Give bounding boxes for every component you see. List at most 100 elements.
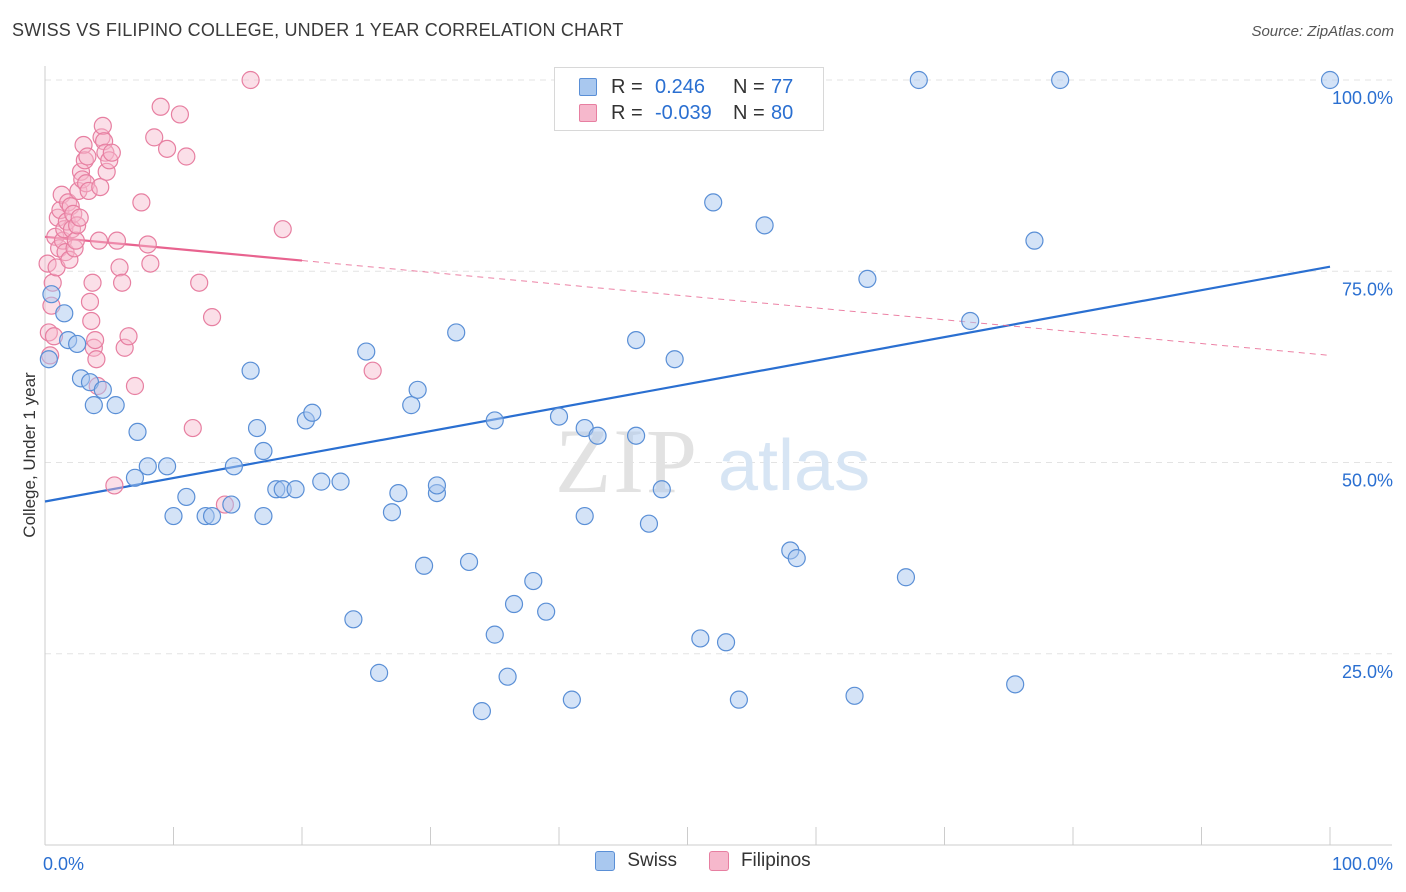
filipinos-point [273,220,292,239]
filipinos-point [66,231,85,250]
swiss-point [106,396,125,415]
legend-item-swiss[interactable]: Swiss [595,850,677,872]
filipinos-point [115,338,134,357]
swiss-point [164,506,183,526]
swiss-point [389,484,408,503]
swiss-point [626,331,646,350]
filipinos-point [132,193,151,212]
swiss-point [370,663,389,682]
swiss-point [858,269,877,288]
swiss-point [1025,231,1044,250]
filipinos-point [151,97,170,116]
filipinos-point [112,273,132,292]
filipinos-point [202,308,222,327]
swiss-point [961,311,980,331]
swiss-point [562,690,581,709]
swiss-point [303,403,322,422]
swiss-point [588,426,607,445]
swiss-point [93,380,112,399]
swiss-point [485,625,504,644]
filipinos-point [125,376,145,396]
source-label: Source: ZipAtlas.com [1251,23,1394,40]
swiss-point [626,426,646,445]
swiss-point [665,350,684,369]
swiss-point [447,323,466,342]
r-label: R = [611,101,643,124]
swiss-point [652,480,671,499]
swiss-point [575,506,594,526]
filipinos-point [97,162,116,181]
swiss-point [896,568,916,587]
swiss-point [68,334,87,354]
swiss-point [202,506,222,526]
filipinos-swatch [708,851,729,871]
filipinos-point [70,208,89,227]
filipinos-point [91,178,110,197]
filipinos-point [138,235,157,254]
legend-label-swiss: Swiss [627,850,677,871]
tick-labels: 100.0% 75.0% 50.0% 25.0% 0.0% 100.0% [43,88,1393,874]
filipinos-point [241,70,260,90]
swiss-point [909,70,928,90]
filipinos-point [89,231,109,250]
filipinos-point [69,181,88,201]
filipinos-point [177,147,196,166]
y-tick-label: 25.0% [1342,662,1393,682]
swiss-point [55,304,74,323]
filipinos-point [107,231,127,250]
filipinos-point [65,239,84,258]
filipinos-point [102,143,121,162]
swiss-point [472,702,491,721]
swiss-points [39,70,1340,721]
swiss-point [157,457,177,476]
swiss-point [247,418,267,438]
swiss-point [1006,675,1025,694]
filipinos-point [363,361,382,380]
filipinos-point [83,273,102,292]
filipinos-point [157,139,177,158]
legend-label-filipinos: Filipinos [740,850,811,871]
r-value: 0.246 [655,75,706,98]
x-tick-label: 0.0% [43,854,84,874]
swiss-point [485,411,504,430]
n-label: N = [733,101,765,124]
swiss-point [459,552,479,572]
swiss-point [704,193,723,212]
filipinos-point [87,350,106,369]
filipinos-point [74,135,93,155]
y-tick-label: 75.0% [1342,279,1393,299]
swiss-point [716,633,736,652]
swiss-point [549,407,569,426]
filipinos-point [38,254,57,273]
swiss-point [537,602,556,621]
filipinos-point [86,331,105,350]
filipinos-point [183,418,202,438]
swiss-point [524,571,543,591]
swiss-point [755,216,774,235]
filipinos-swatch [579,104,597,122]
filipinos-points [38,70,382,514]
swiss-point [845,686,864,705]
legend-item-filipinos[interactable]: Filipinos [708,850,811,872]
n-value: 80 [771,101,794,124]
swiss-point [222,495,241,514]
filipinos-point [60,250,79,269]
swiss-point [138,457,157,476]
swiss-point [241,361,260,380]
swiss-point [1320,70,1340,90]
correlation-legend: R = 0.246 N = 77 R = -0.039 N = 80 [554,67,824,131]
swiss-point [254,441,273,461]
swiss-point [331,472,350,491]
legend-row-filipinos: R = -0.039 N = 80 [579,100,793,126]
filipinos-trend-extension [301,260,1331,356]
swiss-swatch [595,851,616,871]
swiss-point [729,690,749,709]
swiss-point [639,514,659,533]
swiss-point [84,396,103,415]
filipinos-point [79,181,98,201]
filipinos-point [110,258,129,277]
swiss-point [42,285,61,304]
y-axis-label: College, Under 1 year [20,372,39,538]
filipinos-point [119,327,138,346]
